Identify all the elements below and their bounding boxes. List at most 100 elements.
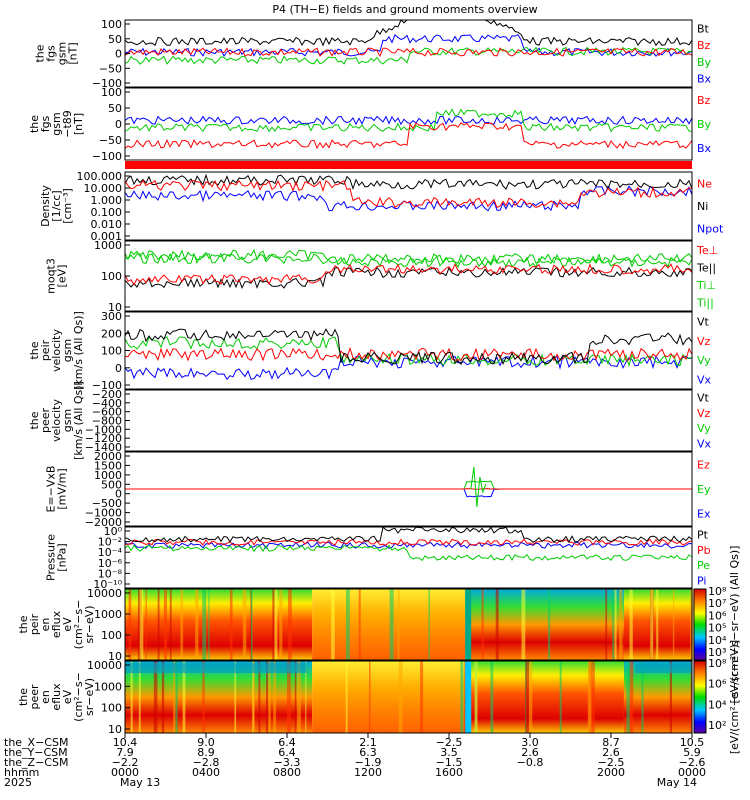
spectrogram-block	[312, 661, 466, 733]
series-Ni-trace	[124, 173, 693, 191]
legend-Ni: Ni	[697, 200, 708, 213]
y-tick-label: 50	[108, 33, 122, 46]
spectrogram-stripe	[528, 661, 533, 733]
x-tick-value: 0800	[273, 766, 301, 779]
series-Ez-trace	[125, 488, 692, 490]
legend-Pe: Pe	[697, 559, 710, 572]
x-tick-value: −2.5	[598, 756, 625, 769]
legend-Ez: Ez	[697, 458, 710, 471]
legend-Ti⊥: Ti⊥	[696, 279, 716, 292]
y-axis-label: E=−VxB	[45, 466, 58, 513]
y-axis-label: fgs	[45, 45, 58, 62]
y-axis-label: sr−eV)	[83, 605, 96, 643]
x-tick-value: 3.5	[440, 746, 458, 759]
series-Vt-trace	[124, 328, 693, 366]
colorbar-tick-label: 10⁵	[708, 622, 726, 635]
y-axis-label: the	[28, 115, 41, 133]
y-tick-label: 10⁻⁴	[98, 546, 123, 559]
x-tick-value: −0.8	[517, 756, 544, 769]
spectrogram-stripe	[173, 661, 176, 733]
y-axis-label: the	[34, 44, 47, 62]
spectrogram-stripe	[234, 661, 237, 733]
y-axis-label: sr−eV)	[83, 678, 96, 716]
spectrogram-gap	[465, 661, 472, 733]
spectrogram-stripe	[288, 589, 292, 660]
spectrogram-stripe	[163, 589, 167, 660]
spectrogram-stripe	[690, 661, 693, 733]
spectrogram-stripe	[626, 661, 630, 733]
spectrogram-stripe	[397, 589, 400, 660]
spectrogram-stripe	[202, 661, 205, 733]
spectrogram-block	[312, 589, 466, 660]
colorbar-scale	[693, 660, 707, 734]
x-tick-value: 8.7	[602, 736, 620, 749]
series-Pb-trace	[124, 538, 693, 546]
spectrogram-stripe	[305, 661, 307, 733]
spectrogram-stripe	[474, 661, 478, 733]
y-tick-label: 100	[101, 270, 122, 283]
y-tick-label: 10⁻²	[98, 536, 122, 549]
spectrogram-stripe	[398, 661, 403, 733]
x-tick-value: −3.3	[274, 756, 301, 769]
y-axis-label: [nT]	[72, 113, 85, 135]
x-tick-value: 1200	[354, 766, 382, 779]
series-Ti⊥-trace	[124, 248, 693, 265]
legend-Ex: Ex	[697, 508, 711, 521]
legend-Bx: Bx	[697, 142, 712, 155]
y-tick-label: −100	[92, 77, 122, 90]
legend-Bx: Bx	[697, 73, 712, 86]
spectrogram-stripe	[268, 661, 271, 733]
y-tick-label: 2000	[94, 450, 122, 463]
y-tick-label: 1500	[94, 459, 122, 472]
panel-frame	[124, 526, 693, 589]
spectrogram-stripe	[130, 661, 133, 733]
colorbar-tick-label: 10⁶	[708, 678, 727, 691]
spectrogram-stripe	[274, 589, 278, 660]
y-axis-label: en	[39, 690, 52, 704]
y-axis-label: [nPa]	[56, 543, 69, 571]
legend-Ey: Ey	[697, 483, 711, 496]
y-axis-label: [km/s (All Qs)]	[72, 381, 85, 460]
spectrogram-stripe	[331, 589, 335, 660]
spectrogram-stripe	[287, 661, 291, 733]
y-axis-label: eflux	[50, 610, 63, 638]
x-tick-value: 6.4	[278, 746, 296, 759]
x-tick-value: 5.9	[683, 746, 701, 759]
y-axis-label: [nT]	[67, 42, 80, 64]
y-tick-label: −400	[92, 397, 122, 410]
legend-Bt: Bt	[697, 22, 710, 35]
y-tick-label: −1000	[85, 423, 122, 436]
series-Npot-trace	[124, 185, 693, 212]
y-tick-label: 10⁻⁶	[98, 557, 123, 570]
spectrogram-stripe	[629, 661, 634, 733]
legend-Pt: Pt	[697, 529, 709, 542]
panel-peir-velocity: Vt Vz Vy Vx 300 200 100 0 −100 thepeirvelocitygsm…	[28, 310, 712, 392]
legend-Pi: Pi	[697, 574, 706, 587]
y-axis-label: the	[17, 615, 30, 633]
legend-Vy: Vy	[697, 422, 711, 435]
x-tick-value: 6.3	[359, 746, 377, 759]
x-tick-value: 6.4	[278, 736, 296, 749]
spectrogram-stripe	[180, 589, 184, 660]
x-tick-value: 9.0	[197, 736, 215, 749]
y-tick-label: 10	[108, 650, 122, 663]
y-axis-label: peer	[28, 684, 41, 710]
y-axis-label: en	[39, 618, 52, 632]
y-tick-label: −800	[92, 415, 122, 428]
panel-peir-en-eflux: 10000 1000 100 10 thepeirenefluxeV(cm²−s−sr−…	[17, 587, 694, 663]
spectrogram-stripe	[358, 589, 361, 660]
legend-Vz: Vz	[697, 407, 711, 420]
y-axis-label: (cm²−s−	[72, 600, 85, 650]
series-Ey-trace	[125, 480, 692, 490]
y-tick-label: 0	[115, 488, 122, 501]
y-tick-label: 0	[115, 48, 122, 61]
quality-flag-bar	[125, 161, 692, 169]
spectrogram-stripe	[587, 661, 592, 733]
spectrogram-stripe	[619, 589, 623, 660]
series-Bz-trace	[124, 122, 693, 150]
spectrogram-stripe	[138, 661, 141, 733]
spectrogram-stripe	[656, 589, 659, 660]
